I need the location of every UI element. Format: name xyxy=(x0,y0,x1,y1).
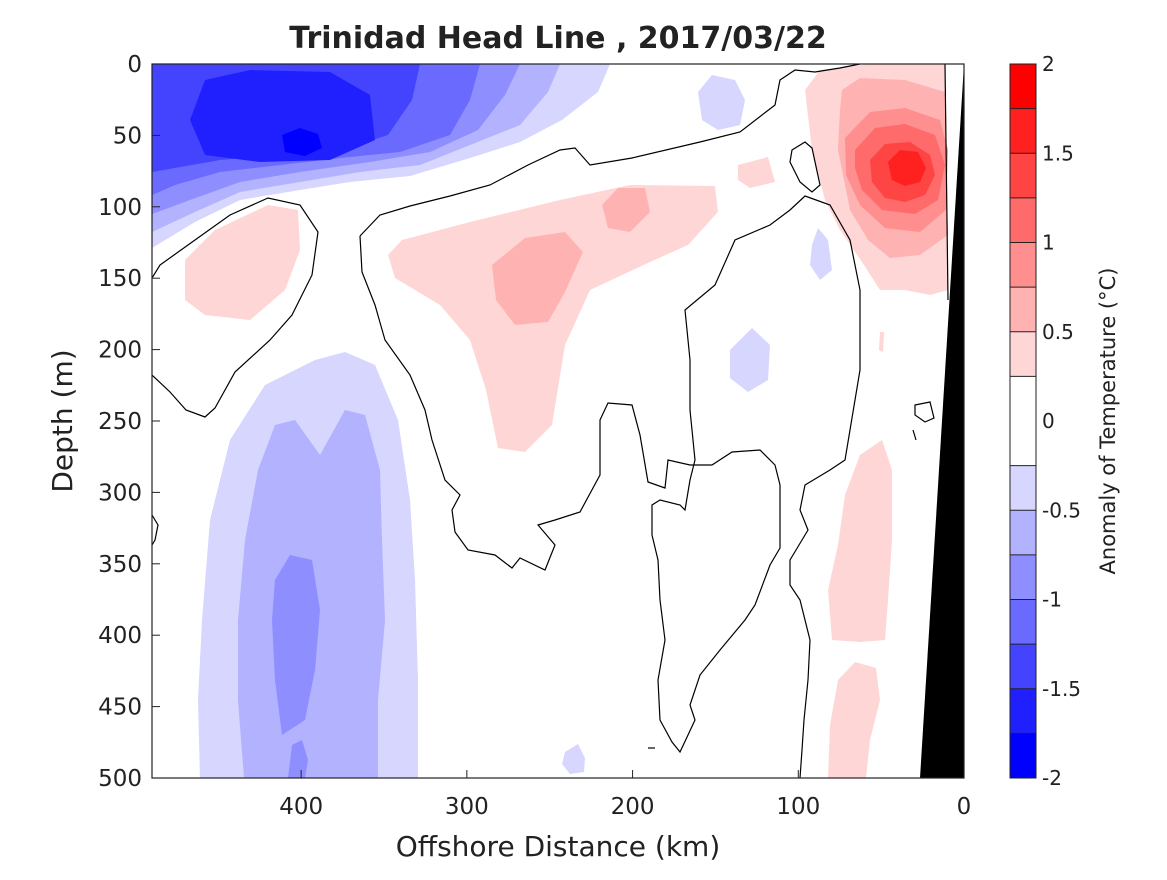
y-tick-label: 0 xyxy=(127,52,142,78)
region-cold-surface-l7 xyxy=(282,128,322,156)
y-tick-label: 500 xyxy=(98,766,142,792)
region-warm-nearshore-l6 xyxy=(888,150,926,186)
y-tick-label: 150 xyxy=(98,266,142,292)
colorbar-swatch xyxy=(1010,153,1036,198)
colorbar-tick-label: -1 xyxy=(1042,588,1062,612)
region-warm-mid-lens-l1 xyxy=(388,185,718,452)
colorbar-tick-label: -1.5 xyxy=(1042,677,1081,701)
region-warm-patch-b xyxy=(879,332,884,352)
y-tick-label: 350 xyxy=(98,552,142,578)
x-axis-label: Offshore Distance (km) xyxy=(396,830,721,863)
y-tick-label: 50 xyxy=(113,123,142,149)
contour-edge-left xyxy=(152,514,159,546)
chart-title: Trinidad Head Line , 2017/03/22 xyxy=(289,21,826,56)
x-tick-label: 100 xyxy=(776,794,820,820)
contour-mid-lens xyxy=(359,64,861,237)
negative-anomaly-regions xyxy=(152,64,832,778)
positive-anomaly-regions xyxy=(185,64,948,778)
colorbar-swatch xyxy=(1010,376,1036,466)
colorbar-swatch xyxy=(1010,108,1036,154)
region-warm-deep-band-upper xyxy=(828,440,892,642)
region-warm-left-lens xyxy=(185,205,300,320)
colorbar-swatch xyxy=(1010,599,1036,645)
y-tick-label: 250 xyxy=(98,409,142,435)
contour-nearshore-upper xyxy=(944,64,949,301)
region-warm-deep-band-lower xyxy=(828,662,880,778)
x-tick-label: 0 xyxy=(957,794,972,820)
y-tick-label: 100 xyxy=(98,195,142,221)
colorbar-tick-label: 1 xyxy=(1042,231,1055,255)
colorbar-swatch xyxy=(1010,688,1036,734)
colorbar-swatch xyxy=(1010,64,1036,109)
colorbar-tick-label: 1.5 xyxy=(1042,141,1074,165)
colorbar-tick-label: 2 xyxy=(1042,52,1055,76)
region-deep-cool-l3 xyxy=(272,555,320,735)
region-deep-cool-tail xyxy=(288,740,308,778)
y-axis-label: Depth (m) xyxy=(46,349,79,492)
colorbar-frame xyxy=(1009,63,1037,779)
colorbar-swatch xyxy=(1010,733,1036,778)
y-tick-label: 450 xyxy=(98,695,142,721)
zero-contour-lines xyxy=(152,64,949,778)
colorbar-tick-label: -0.5 xyxy=(1042,498,1081,522)
x-tick-label: 200 xyxy=(611,794,655,820)
colorbar-label: Anomaly of Temperature (°C) xyxy=(1096,268,1120,575)
contour-lower-boundary xyxy=(359,195,861,778)
colorbar-tick-label: 0.5 xyxy=(1042,320,1074,344)
colorbar-swatch xyxy=(1010,465,1036,511)
region-warm-patch-a xyxy=(738,157,775,188)
region-warm-mid-lens-l3 xyxy=(602,188,650,232)
bathymetry-fill xyxy=(920,64,964,778)
region-cold-patch-a xyxy=(698,75,745,130)
colorbar-swatch xyxy=(1010,331,1036,377)
colorbar-swatch xyxy=(1010,554,1036,600)
y-axis: 0 50 100 150 200 250 300 350 400 450 500 xyxy=(98,52,160,792)
contour-upper-boundary xyxy=(152,197,319,418)
colorbar-swatch xyxy=(1010,197,1036,243)
region-cold-patch-b xyxy=(810,228,832,280)
colorbar-tick-label: -2 xyxy=(1042,766,1062,790)
colorbar-swatch xyxy=(1010,644,1036,689)
region-cold-patch-c xyxy=(730,328,770,392)
region-warm-mid-lens-l2 xyxy=(492,232,583,325)
colorbar-tick-label: 0 xyxy=(1042,409,1055,433)
contour-tiny-b xyxy=(912,429,917,441)
x-axis: 400 300 200 100 0 xyxy=(279,770,971,820)
x-tick-label: 400 xyxy=(279,794,323,820)
contour-small-loop-b xyxy=(914,401,935,423)
y-tick-label: 400 xyxy=(98,623,142,649)
y-tick-label: 200 xyxy=(98,338,142,364)
x-tick-label: 300 xyxy=(445,794,489,820)
region-cold-surface-l6 xyxy=(190,70,375,162)
colorbar: 2 1.5 1 0.5 0 -0.5 -1 -1.5 -2 xyxy=(1009,52,1081,790)
contour-small-loop-a xyxy=(789,141,821,193)
colorbar-swatch xyxy=(1010,287,1036,332)
y-tick-label: 300 xyxy=(98,480,142,506)
colorbar-swatch xyxy=(1010,242,1036,288)
region-cold-patch-d xyxy=(562,744,585,774)
plot-area xyxy=(152,64,964,778)
colorbar-swatch xyxy=(1010,510,1036,555)
